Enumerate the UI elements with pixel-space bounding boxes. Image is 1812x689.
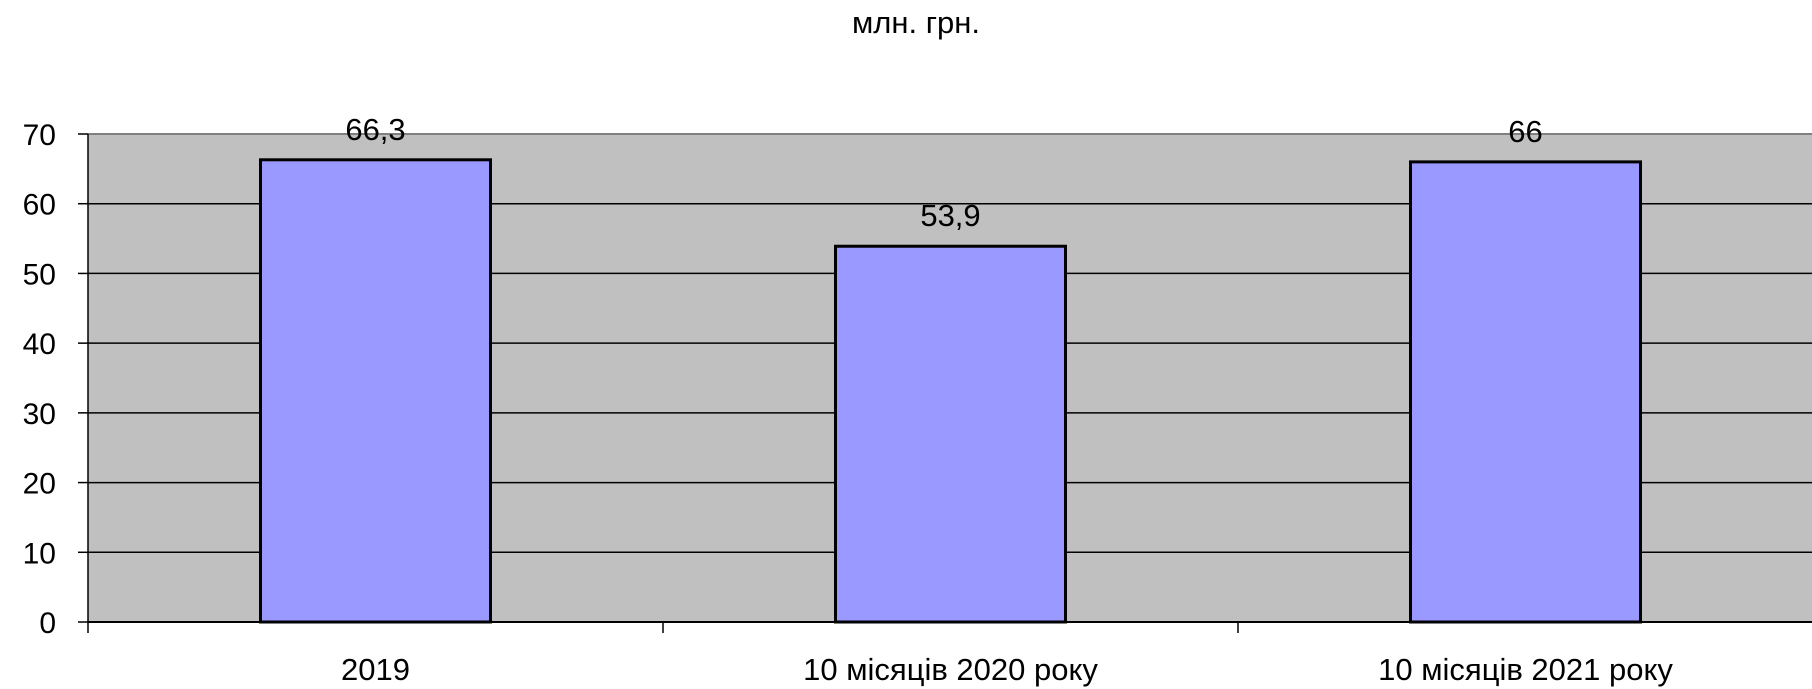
x-category-label: 10 місяців 2021 року <box>1378 652 1673 687</box>
chart-title: млн. грн. <box>852 5 980 40</box>
y-tick-label: 40 <box>23 328 56 361</box>
data-label: 66 <box>1508 114 1542 149</box>
y-tick-label: 50 <box>23 258 56 291</box>
y-tick-label: 20 <box>23 468 56 501</box>
bar <box>1409 160 1642 624</box>
bar <box>259 158 492 624</box>
y-tick-label: 60 <box>23 189 56 222</box>
data-label: 53,9 <box>920 198 980 233</box>
labels: 0 10 20 30 40 50 60 70 2019 10 місяців 2020 року 1… <box>23 112 1674 687</box>
data-label: 66,3 <box>345 112 405 147</box>
y-tick-label: 0 <box>39 607 56 640</box>
y-tick-label: 70 <box>23 119 56 152</box>
y-tick-label: 30 <box>23 398 56 431</box>
x-category-label: 10 місяців 2020 року <box>803 652 1098 687</box>
y-tick-label: 10 <box>23 537 56 570</box>
axes <box>78 133 1812 633</box>
bar <box>834 244 1067 624</box>
x-category-label: 2019 <box>341 652 410 687</box>
